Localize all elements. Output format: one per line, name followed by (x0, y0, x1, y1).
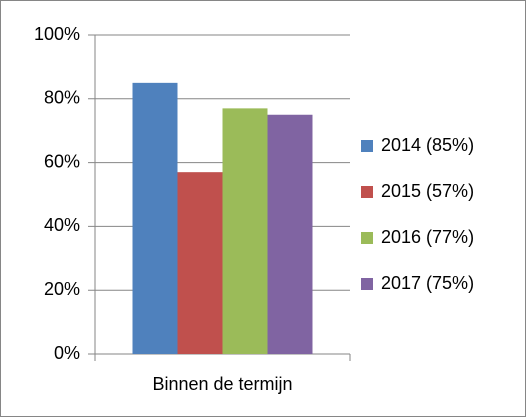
y-tick-label: 40% (44, 215, 80, 235)
bar (132, 82, 178, 354)
legend-swatch (361, 232, 373, 244)
y-tick-label: 80% (44, 88, 80, 108)
legend-label: 2015 (57%) (381, 181, 474, 201)
legend-label: 2016 (77%) (381, 227, 474, 247)
bar (267, 114, 313, 354)
legend-swatch (361, 186, 373, 198)
y-tick-label: 60% (44, 151, 80, 171)
y-tick-label: 20% (44, 279, 80, 299)
y-tick-label: 100% (34, 24, 80, 44)
bar (222, 108, 268, 355)
y-tick-label: 0% (54, 343, 80, 363)
bar (177, 172, 223, 354)
x-tick-label: Binnen de termijn (152, 374, 292, 394)
legend-swatch (361, 278, 373, 290)
legend-swatch (361, 140, 373, 152)
legend-label: 2017 (75%) (381, 273, 474, 293)
legend-label: 2014 (85%) (381, 135, 474, 155)
